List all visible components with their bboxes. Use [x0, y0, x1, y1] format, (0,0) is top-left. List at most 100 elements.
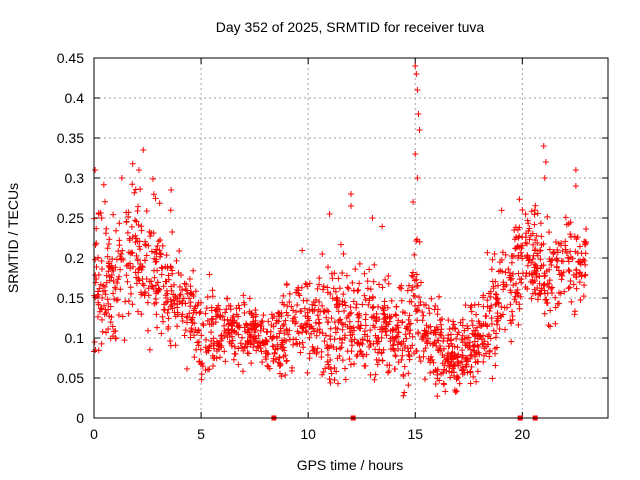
data-point: [517, 249, 524, 256]
data-point: [355, 314, 362, 321]
data-point: [576, 279, 583, 286]
data-point: [373, 356, 380, 363]
data-point: [492, 345, 499, 352]
data-point: [133, 280, 140, 287]
data-point: [489, 278, 496, 285]
data-point: [114, 279, 121, 286]
data-point: [230, 356, 237, 363]
data-point: [486, 307, 493, 314]
data-point: [106, 313, 113, 320]
data-point: [169, 228, 176, 235]
data-point: [131, 189, 138, 196]
data-point: [498, 207, 505, 214]
data-point: [328, 370, 335, 377]
data-point: [106, 263, 113, 270]
data-point: [92, 346, 99, 353]
data-point: [552, 294, 559, 301]
data-point: [162, 263, 169, 270]
data-point: [178, 271, 185, 278]
data-point: [373, 314, 380, 321]
data-point: [286, 290, 293, 297]
data-point: [331, 319, 338, 326]
data-point: [565, 258, 572, 265]
plot-frame: [93, 57, 609, 419]
data-point: [151, 274, 158, 281]
data-point: [364, 278, 371, 285]
data-point: [519, 255, 526, 262]
data-point: [470, 373, 477, 380]
data-point: [276, 354, 283, 361]
data-point: [542, 272, 549, 279]
data-point: [378, 329, 385, 336]
data-point: [127, 284, 134, 291]
data-point: [530, 252, 537, 259]
data-point: [314, 345, 321, 352]
data-point: [459, 339, 466, 346]
data-point: [189, 319, 196, 326]
data-point: [405, 351, 412, 358]
data-point: [518, 276, 525, 283]
data-point: [583, 226, 590, 233]
data-point: [437, 317, 444, 324]
data-point: [262, 340, 269, 347]
data-point: [551, 248, 558, 255]
data-point: [434, 393, 441, 400]
data-point: [356, 280, 363, 287]
data-point: [137, 246, 144, 253]
data-point: [113, 297, 120, 304]
data-point: [576, 269, 583, 276]
data-point: [565, 266, 572, 273]
data-point: [272, 346, 279, 353]
data-point: [334, 355, 341, 362]
data-point: [294, 341, 301, 348]
data-point: [384, 362, 391, 369]
data-point: [459, 347, 466, 354]
data-point: [387, 314, 394, 321]
data-point: [372, 317, 379, 324]
data-point: [176, 283, 183, 290]
data-point: [100, 302, 107, 309]
data-point: [109, 323, 116, 330]
data-point: [417, 298, 424, 305]
data-point: [319, 302, 326, 309]
data-point: [262, 336, 269, 343]
data-point: [573, 285, 580, 292]
data-point: [243, 321, 250, 328]
data-point: [448, 369, 455, 376]
data-point: [123, 272, 130, 279]
data-point: [177, 291, 184, 298]
data-point: [293, 340, 300, 347]
x-tick-label: 0: [90, 426, 98, 442]
data-point: [538, 287, 545, 294]
data-point: [464, 323, 471, 330]
data-point: [284, 303, 291, 310]
data-point: [487, 335, 494, 342]
data-point: [202, 367, 209, 374]
data-point: [100, 181, 107, 188]
data-point: [528, 295, 535, 302]
data-point: [320, 283, 327, 290]
data-point: [236, 305, 243, 312]
data-point: [441, 366, 448, 373]
data-point: [153, 311, 160, 318]
data-point: [143, 252, 150, 259]
data-point: [367, 371, 374, 378]
data-point: [106, 236, 113, 243]
data-point: [533, 268, 540, 275]
data-point: [133, 252, 140, 259]
data-point: [187, 303, 194, 310]
data-point: [381, 302, 388, 309]
y-tick-label: 0.25: [57, 210, 84, 226]
data-point: [413, 271, 420, 278]
data-point: [542, 296, 549, 303]
data-point: [414, 306, 421, 313]
data-point: [105, 300, 112, 307]
data-point: [427, 369, 434, 376]
x-axis-label: GPS time / hours: [297, 457, 404, 473]
data-point: [311, 307, 318, 314]
data-point: [409, 342, 416, 349]
data-point: [208, 316, 215, 323]
data-point: [407, 320, 414, 327]
data-point: [548, 262, 555, 268]
data-point: [273, 317, 280, 324]
